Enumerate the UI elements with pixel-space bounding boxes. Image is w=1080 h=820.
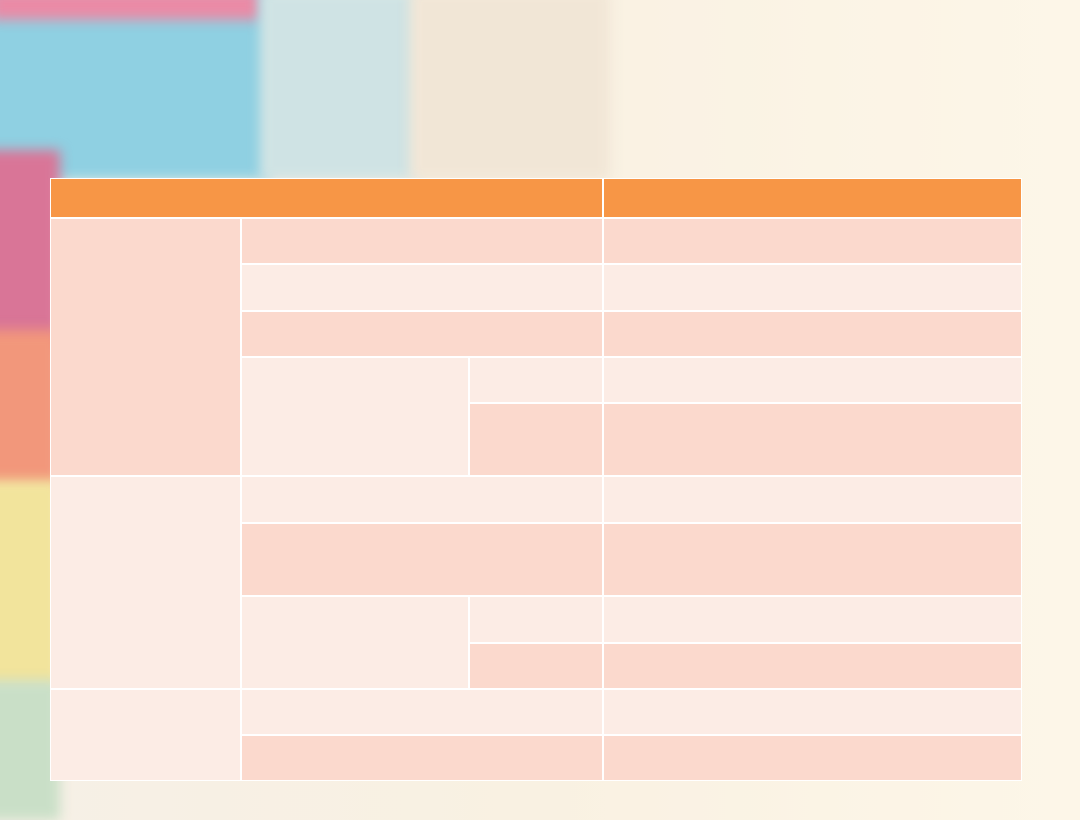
table-cell xyxy=(603,476,1022,523)
header-cell xyxy=(603,178,1022,218)
background-shape xyxy=(410,0,610,180)
table-cell xyxy=(241,523,603,596)
table-cell xyxy=(50,689,241,781)
table-cell xyxy=(603,735,1022,781)
table-cell xyxy=(241,735,603,781)
background-shape xyxy=(260,0,420,180)
table-cell xyxy=(603,523,1022,596)
table-cell xyxy=(50,218,241,476)
table-cell xyxy=(241,357,469,476)
table-cell xyxy=(603,596,1022,643)
table-cell xyxy=(603,218,1022,264)
table-cell xyxy=(241,596,469,689)
table-cell xyxy=(469,357,603,403)
table-cell xyxy=(469,596,603,643)
table-cell xyxy=(241,218,603,264)
table-cell xyxy=(603,357,1022,403)
table-cell xyxy=(50,476,241,689)
table-cell xyxy=(241,476,603,523)
table-cell xyxy=(469,643,603,689)
table-cell xyxy=(603,689,1022,735)
table-cell xyxy=(603,643,1022,689)
background-shape xyxy=(0,0,260,20)
table-cell xyxy=(603,311,1022,357)
table-cell xyxy=(603,403,1022,476)
table-cell xyxy=(603,264,1022,311)
table-cell xyxy=(469,403,603,476)
table-cell xyxy=(241,311,603,357)
table-cell xyxy=(241,264,603,311)
table-cell xyxy=(241,689,603,735)
header-cell xyxy=(50,178,603,218)
